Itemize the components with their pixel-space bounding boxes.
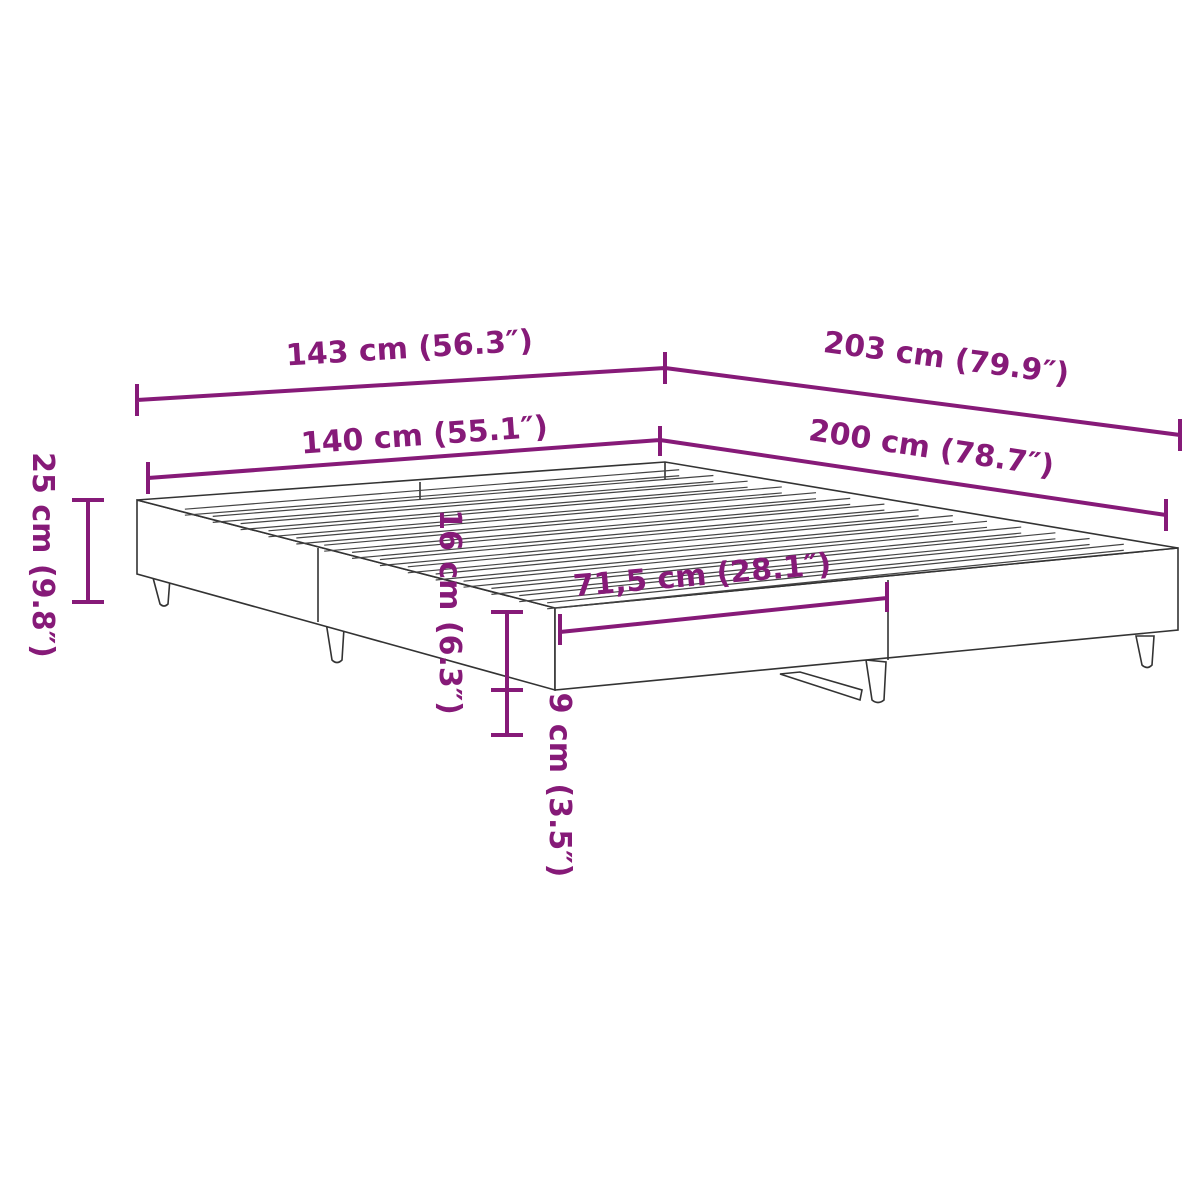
slat-line <box>268 486 782 532</box>
slat-line <box>184 475 680 516</box>
slat-line <box>519 537 1090 597</box>
slat-line <box>491 532 1056 589</box>
inner-width-label: 140 cm (55.1″) <box>300 409 549 461</box>
bed-legs <box>150 572 1155 704</box>
slat-line <box>352 503 885 553</box>
slat-line <box>547 549 1124 610</box>
slat-line <box>296 492 817 539</box>
slat-line <box>324 503 851 552</box>
slat-line <box>352 509 885 559</box>
inner-length-label: 200 cm (78.7″) <box>806 413 1056 484</box>
slat-line <box>379 515 919 567</box>
dimension-lines <box>72 352 1182 737</box>
frame-height-label: 16 cm (6.3″) <box>432 509 467 715</box>
slat-line <box>240 480 748 525</box>
clearance-label: 9 cm (3.5″) <box>542 693 577 878</box>
slat-line <box>547 543 1124 604</box>
slat-line <box>463 526 1022 582</box>
slat-line <box>324 497 851 546</box>
slat-line <box>463 532 1022 588</box>
slat-line <box>407 515 953 568</box>
slat-line <box>268 492 782 538</box>
bed-slats <box>184 469 1124 610</box>
slat-line <box>407 521 953 574</box>
slat-line <box>184 469 680 510</box>
outer-width-label: 143 cm (56.3″) <box>285 323 534 373</box>
slat-line <box>296 498 817 545</box>
slat-line <box>435 526 988 581</box>
outer-length-label: 203 cm (79.9″) <box>821 325 1071 392</box>
slat-line <box>519 543 1090 603</box>
slat-line <box>212 474 714 517</box>
slat-line <box>435 520 988 575</box>
slat-line <box>379 509 919 561</box>
slat-line <box>240 486 748 531</box>
slat-line <box>212 480 714 523</box>
slat-line <box>491 538 1056 595</box>
total-height-label: 25 cm (9.8″) <box>25 452 60 658</box>
